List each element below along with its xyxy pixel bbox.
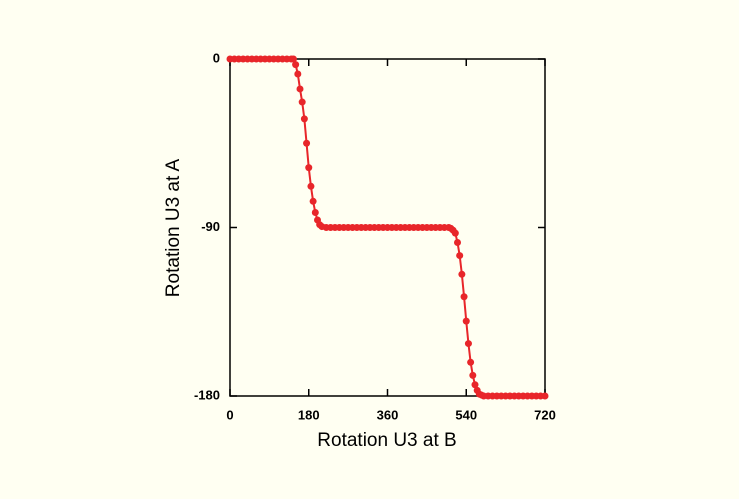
data-point	[292, 61, 300, 69]
data-point	[460, 293, 468, 301]
x-tick-label: 720	[534, 407, 556, 422]
data-point	[462, 317, 470, 325]
x-tick-label: 0	[226, 407, 233, 422]
data-point	[309, 197, 317, 205]
data-point	[298, 98, 306, 106]
x-tick-label: 180	[298, 407, 320, 422]
data-point	[456, 252, 464, 260]
data-point	[311, 209, 319, 217]
data-point	[464, 340, 472, 348]
data-point	[289, 55, 297, 63]
data-point	[303, 139, 311, 147]
data-point	[467, 358, 475, 366]
data-point	[307, 182, 315, 190]
data-point	[471, 381, 479, 389]
y-tick-label: -180	[194, 387, 220, 402]
data-point	[451, 229, 459, 237]
data-point	[541, 392, 549, 400]
data-point	[294, 70, 302, 78]
y-tick-label: 0	[213, 50, 220, 65]
data-point	[469, 371, 477, 379]
x-tick-label: 540	[455, 407, 477, 422]
data-point	[296, 85, 304, 93]
x-tick-label: 360	[377, 407, 399, 422]
data-point	[300, 115, 308, 123]
y-tick-label: -90	[201, 219, 220, 234]
data-point	[454, 238, 461, 246]
data-point	[458, 270, 466, 278]
data-point	[305, 164, 313, 172]
y-axis-label: Rotation U3 at A	[163, 158, 184, 297]
x-axis-label: Rotation U3 at B	[317, 430, 456, 451]
